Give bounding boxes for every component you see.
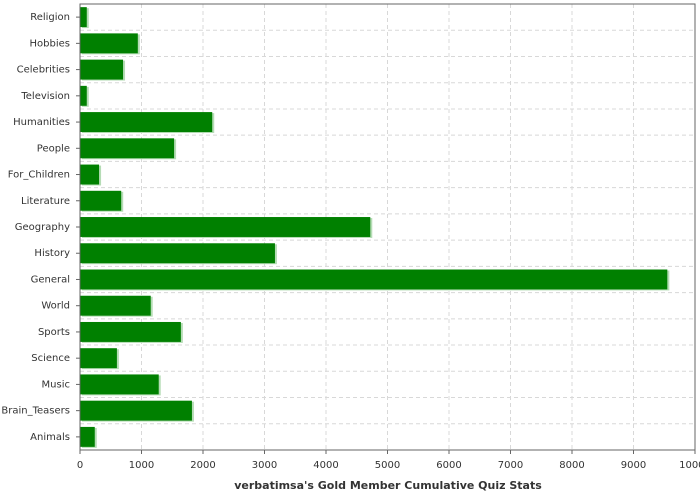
bar — [80, 348, 117, 369]
bar — [80, 59, 124, 80]
y-tick-label: For_Children — [8, 170, 70, 181]
bar — [80, 33, 138, 54]
y-tick-label: People — [37, 143, 70, 154]
x-tick-label: 5000 — [375, 460, 400, 471]
y-tick-label: Religion — [30, 12, 70, 23]
x-tick-label: 4000 — [313, 460, 338, 471]
bar — [80, 243, 275, 264]
bar — [80, 321, 181, 342]
x-tick-label: 6000 — [436, 460, 461, 471]
y-tick-label: History — [34, 248, 70, 259]
bar — [80, 400, 192, 421]
y-tick-label: Celebrities — [17, 65, 70, 76]
x-tick-label: 0 — [77, 460, 83, 471]
y-tick-label: Literature — [21, 196, 70, 207]
bar — [80, 190, 122, 211]
bar — [80, 269, 668, 290]
y-tick-label: Television — [20, 91, 70, 102]
x-tick-label: 3000 — [252, 460, 277, 471]
bar — [80, 85, 87, 106]
x-tick-label: 1000 — [129, 460, 154, 471]
y-tick-label: Hobbies — [30, 38, 70, 49]
y-tick-label: Animals — [30, 432, 70, 443]
bar — [80, 374, 159, 395]
y-tick-label: Geography — [15, 222, 70, 233]
bar — [80, 7, 87, 28]
x-tick-label: 7000 — [498, 460, 523, 471]
y-tick-label: Brain_Teasers — [1, 406, 70, 417]
x-tick-label: 9000 — [621, 460, 646, 471]
plot-border — [79, 3, 696, 451]
y-tick-label: Humanities — [13, 117, 70, 128]
x-tick-label: 10000 — [679, 460, 700, 471]
bar — [80, 138, 175, 159]
bar — [80, 295, 151, 316]
bar — [80, 112, 213, 133]
y-tick-label: World — [41, 301, 70, 312]
y-tick-label: Sports — [38, 327, 70, 338]
bar — [80, 164, 100, 185]
bar — [80, 426, 95, 447]
y-tick-label: Science — [31, 353, 70, 364]
x-tick-label: 2000 — [190, 460, 215, 471]
x-axis-label: verbatimsa's Gold Member Cumulative Quiz… — [234, 479, 542, 492]
y-tick-label: General — [31, 274, 70, 285]
y-tick-label: Music — [42, 379, 70, 390]
x-tick-label: 8000 — [559, 460, 584, 471]
bar — [80, 217, 371, 237]
